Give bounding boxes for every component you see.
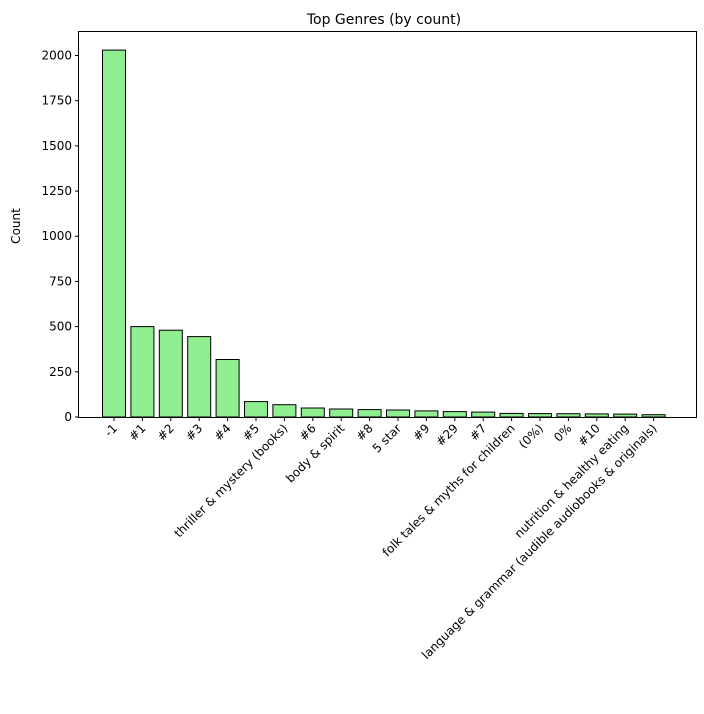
y-tick-label: 1250 <box>41 184 72 198</box>
x-tick-label: #2 <box>155 421 177 443</box>
bars-group <box>102 49 666 418</box>
bar-7 <box>300 407 325 418</box>
x-tick-label: #1 <box>126 421 148 443</box>
bar-17 <box>584 413 609 418</box>
bar-13 <box>471 411 496 418</box>
y-tick-label: 1750 <box>41 94 72 108</box>
y-tick-label: 250 <box>49 365 72 379</box>
plot-frame <box>78 31 697 418</box>
bar-15 <box>528 413 552 418</box>
x-tick-label: -1 <box>102 421 120 439</box>
x-tick-label: 0% <box>551 421 574 444</box>
bar-2 <box>158 329 183 418</box>
y-axis-label: Count <box>9 208 23 244</box>
y-tick-label: 2000 <box>41 48 72 62</box>
x-tick-label: (0%) <box>516 421 546 451</box>
y-tick-label: 0 <box>64 410 72 424</box>
y-tick-label: 1500 <box>41 139 72 153</box>
bar-1 <box>130 326 155 418</box>
bar-11 <box>414 410 439 418</box>
x-tick-label: #9 <box>410 421 432 443</box>
y-tick-label: 500 <box>49 320 72 334</box>
bar-5 <box>244 401 268 418</box>
bar-14 <box>499 412 524 418</box>
y-tick-label: 750 <box>49 274 72 288</box>
x-tick-label: #5 <box>240 421 262 443</box>
bar-6 <box>272 404 297 418</box>
bar-16 <box>556 413 581 418</box>
bar-0 <box>102 49 126 418</box>
x-tick-label: #8 <box>353 421 375 443</box>
bar-18 <box>613 413 638 418</box>
chart-title: Top Genres (by count) <box>306 12 461 28</box>
bar-4 <box>215 359 240 418</box>
x-tick-label: #3 <box>183 421 205 443</box>
y-ticks-group: 0 250 500 750 1000 1250 1500 1750 2000 <box>41 48 79 424</box>
x-tick-label: language & grammar (audible audiobooks &… <box>419 421 660 662</box>
bar-3 <box>187 336 212 418</box>
x-tick-label: 5 star <box>370 421 404 455</box>
bar-8 <box>329 408 354 418</box>
x-tick-label: #4 <box>211 421 233 443</box>
bar-9 <box>357 409 382 418</box>
bar-10 <box>386 409 410 418</box>
bar-12 <box>442 411 467 418</box>
x-tick-label: #29 <box>433 421 461 449</box>
x-tick-label: #6 <box>297 421 319 443</box>
x-tick-label: #7 <box>467 421 489 443</box>
bar-19 <box>641 414 666 418</box>
y-tick-label: 1000 <box>41 229 72 243</box>
